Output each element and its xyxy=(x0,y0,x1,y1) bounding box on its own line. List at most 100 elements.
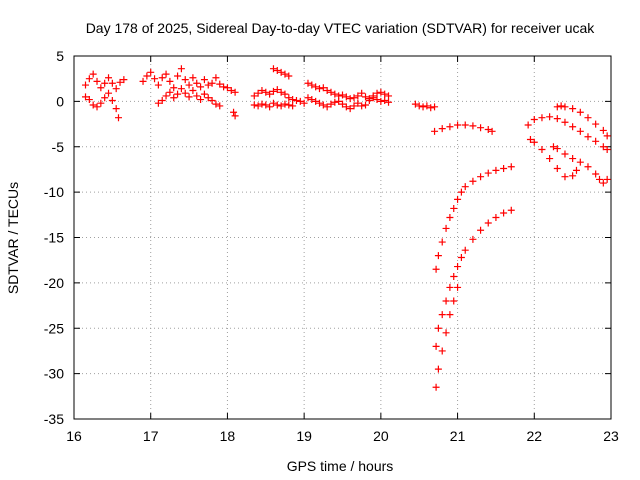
y-tick-label: -10 xyxy=(44,184,64,200)
series-track-n xyxy=(432,206,515,350)
data-point xyxy=(89,70,97,78)
series-track-l xyxy=(431,121,496,135)
data-point xyxy=(254,102,262,110)
data-point xyxy=(323,86,331,94)
data-point xyxy=(230,108,238,116)
y-tick-label: -20 xyxy=(44,275,64,291)
data-point xyxy=(442,329,450,337)
series-track-c xyxy=(139,65,239,96)
data-point xyxy=(304,79,312,87)
data-point xyxy=(461,183,469,191)
data-point xyxy=(174,90,182,98)
data-point xyxy=(151,75,159,83)
data-point xyxy=(576,158,584,166)
data-point xyxy=(85,75,93,83)
data-point xyxy=(281,90,289,98)
data-point xyxy=(438,311,446,319)
data-point xyxy=(354,99,362,107)
data-point xyxy=(438,347,446,355)
data-point xyxy=(177,85,185,93)
data-point xyxy=(557,102,565,110)
data-point xyxy=(446,123,454,131)
data-point xyxy=(538,114,546,122)
data-point xyxy=(358,102,366,110)
y-tick-label: 5 xyxy=(56,48,64,64)
data-point xyxy=(200,76,208,84)
data-point xyxy=(572,166,580,174)
data-point xyxy=(166,88,174,96)
data-point xyxy=(442,297,450,305)
data-point xyxy=(423,102,431,110)
series-track-k xyxy=(411,100,439,112)
data-point xyxy=(415,102,423,110)
data-point xyxy=(381,96,389,104)
data-point xyxy=(323,103,331,111)
series-track-j xyxy=(304,94,393,113)
x-tick-label: 22 xyxy=(526,428,542,444)
data-point xyxy=(185,81,193,89)
series-track-a xyxy=(82,70,128,93)
data-point xyxy=(592,120,600,128)
series-track-i xyxy=(304,79,393,103)
data-point xyxy=(434,252,442,260)
series-track-m xyxy=(432,163,515,273)
data-point xyxy=(457,188,465,196)
data-point xyxy=(327,88,335,96)
data-point xyxy=(227,86,235,94)
data-point xyxy=(308,96,316,104)
data-point xyxy=(584,133,592,141)
data-point xyxy=(296,97,304,105)
data-point xyxy=(158,74,166,82)
data-point xyxy=(82,93,90,101)
data-point xyxy=(174,72,182,80)
data-point xyxy=(339,100,346,108)
data-point xyxy=(112,105,120,113)
data-point xyxy=(231,112,239,120)
data-point xyxy=(339,91,346,99)
data-point xyxy=(181,76,189,84)
data-point xyxy=(82,81,90,89)
data-point xyxy=(193,92,201,100)
data-point xyxy=(599,126,607,134)
data-point xyxy=(438,125,446,133)
data-point xyxy=(285,94,293,102)
data-point xyxy=(93,103,101,111)
data-point xyxy=(204,81,212,89)
data-point xyxy=(569,172,577,180)
data-point xyxy=(373,96,381,104)
data-point xyxy=(454,121,462,129)
data-point xyxy=(181,89,189,97)
data-point xyxy=(108,79,116,87)
data-point xyxy=(450,297,458,305)
data-point xyxy=(342,93,350,101)
data-point xyxy=(250,101,258,109)
data-point xyxy=(576,108,584,116)
data-point xyxy=(377,97,385,105)
data-point xyxy=(524,121,532,129)
data-point xyxy=(450,273,458,281)
data-point xyxy=(442,224,450,232)
data-point xyxy=(477,124,485,132)
y-tick-label: -30 xyxy=(44,366,64,382)
data-point xyxy=(446,283,454,291)
data-point xyxy=(208,96,216,104)
data-point xyxy=(549,143,557,151)
data-point xyxy=(254,89,262,97)
data-point xyxy=(308,81,316,89)
data-point xyxy=(197,83,205,91)
data-point xyxy=(304,94,312,102)
data-point xyxy=(285,101,293,109)
data-point xyxy=(454,283,462,291)
data-point xyxy=(289,96,297,104)
data-point xyxy=(461,246,469,254)
series-track-b xyxy=(82,89,122,122)
data-point xyxy=(369,94,377,102)
data-point xyxy=(561,118,569,126)
data-point xyxy=(189,74,197,82)
series-track-p xyxy=(524,113,611,153)
data-point xyxy=(319,101,327,109)
data-point xyxy=(170,84,178,92)
x-tick-labels: 16 17 18 19 20 21 22 23 xyxy=(66,428,619,444)
data-point xyxy=(185,93,193,101)
data-point xyxy=(561,150,569,158)
